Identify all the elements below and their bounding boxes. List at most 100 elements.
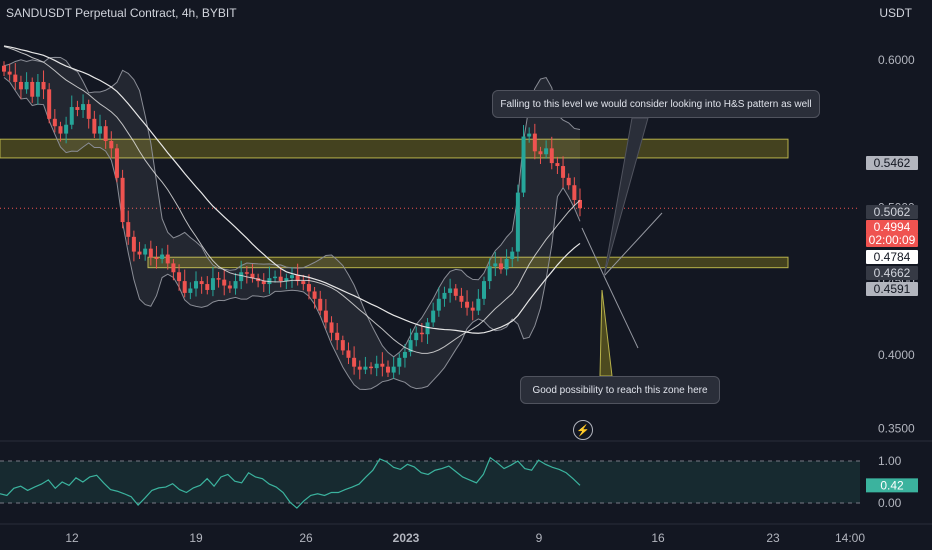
oscillator-tick: 0.00 — [878, 496, 902, 510]
time-tick: 12 — [65, 531, 79, 545]
candle-body — [329, 322, 334, 333]
time-tick: 14:00 — [835, 531, 865, 545]
oscillator-tick: 1.00 — [878, 454, 902, 468]
candle-body — [487, 266, 492, 282]
candle-body — [165, 254, 170, 264]
candle-body — [572, 185, 577, 200]
candle-body — [346, 350, 351, 358]
callout-pointer-top — [603, 117, 649, 277]
candle-body — [357, 366, 362, 370]
candle-body — [414, 332, 419, 341]
candle-body — [199, 281, 204, 285]
price-tick: 0.4000 — [878, 348, 915, 362]
candle-body — [227, 285, 232, 289]
bottom-callout[interactable]: Good possibility to reach this zone here — [520, 376, 720, 404]
candle-body — [103, 126, 108, 141]
candle-body — [41, 81, 46, 90]
candle-body — [527, 133, 532, 137]
candle-body — [532, 133, 537, 152]
candle-body — [391, 366, 396, 373]
price-label: 0.4994 — [874, 220, 911, 234]
zone-2 — [147, 256, 789, 269]
zone-1 — [0, 138, 789, 159]
candle-body — [177, 272, 182, 282]
candle-body — [154, 257, 159, 259]
candle-body — [205, 284, 210, 290]
candle-body — [131, 236, 136, 252]
candle-body — [278, 276, 283, 282]
candle-body — [7, 71, 12, 75]
candle-body — [18, 81, 23, 90]
candle-body — [448, 288, 453, 293]
candle-body — [75, 107, 80, 110]
oscillator-pane: 1.00 0.00 0.42 — [0, 454, 918, 510]
candle-body — [374, 363, 379, 369]
candle-body — [386, 366, 390, 373]
projection-down-arrow — [603, 275, 639, 349]
candle-body — [549, 148, 554, 164]
candle-body — [465, 301, 470, 308]
candle-body — [188, 288, 193, 293]
candle-body — [515, 192, 520, 252]
candle-body — [137, 251, 142, 255]
candle-body — [419, 332, 424, 335]
candle-body — [470, 307, 475, 311]
candle-body — [244, 272, 249, 274]
candle-body — [363, 366, 368, 370]
lightning-icon[interactable]: ⚡ — [573, 420, 593, 440]
candle-body — [335, 332, 340, 341]
candle-body — [239, 272, 244, 282]
candle-body — [194, 281, 198, 289]
candle-body — [13, 74, 18, 82]
candle-body — [64, 124, 69, 134]
price-label: 0.4662 — [874, 266, 911, 280]
price-tick: 0.6000 — [878, 53, 915, 67]
candle-body — [120, 177, 125, 223]
candle-body — [369, 366, 374, 369]
candle-body — [171, 263, 176, 273]
bollinger-lower — [3, 77, 581, 391]
candle-body — [476, 298, 481, 311]
candle-body — [81, 104, 86, 110]
top-callout[interactable]: Falling to this level we would consider … — [492, 90, 820, 118]
projection-arrows — [581, 117, 663, 377]
candle-body — [340, 340, 345, 351]
candle-body — [2, 65, 6, 72]
candle-body — [425, 322, 430, 335]
candle-body — [143, 248, 148, 255]
candle-body — [52, 118, 57, 127]
bottom-callout-text: Good possibility to reach this zone here — [532, 384, 708, 396]
price-label: 0.5462 — [874, 156, 911, 170]
price-label: 0.4591 — [874, 282, 911, 296]
price-tick: 0.3500 — [878, 422, 915, 436]
candle-body — [222, 279, 227, 286]
chart-title: SANDUSDT Perpetual Contract, 4h, BYBIT — [6, 6, 237, 20]
candle-body — [182, 281, 187, 293]
candle-body — [442, 292, 447, 299]
candle-body — [47, 89, 52, 119]
candle-body — [148, 248, 153, 258]
candle-body — [261, 281, 266, 285]
price-label-bg — [866, 233, 918, 247]
candle-body — [566, 177, 571, 186]
candle-body — [301, 281, 306, 285]
time-tick: 23 — [766, 531, 780, 545]
candle-body — [561, 166, 566, 178]
candle-body — [284, 278, 289, 282]
candle-body — [273, 276, 278, 279]
candle-body — [35, 81, 40, 97]
candle-body — [24, 81, 29, 90]
bollinger-fill — [4, 57, 580, 390]
oscillator-line — [0, 456, 581, 509]
time-tick: 19 — [189, 531, 203, 545]
price-label-bg — [866, 282, 918, 296]
candle-body — [250, 273, 255, 279]
callout-pointer-bottom — [599, 289, 613, 377]
time-tick: 2023 — [393, 531, 420, 545]
candle-body — [397, 357, 402, 367]
candle-body — [114, 148, 119, 178]
support-resistance-zones — [0, 138, 860, 269]
candle-body — [318, 298, 323, 311]
price-label: 0.4784 — [874, 250, 911, 264]
